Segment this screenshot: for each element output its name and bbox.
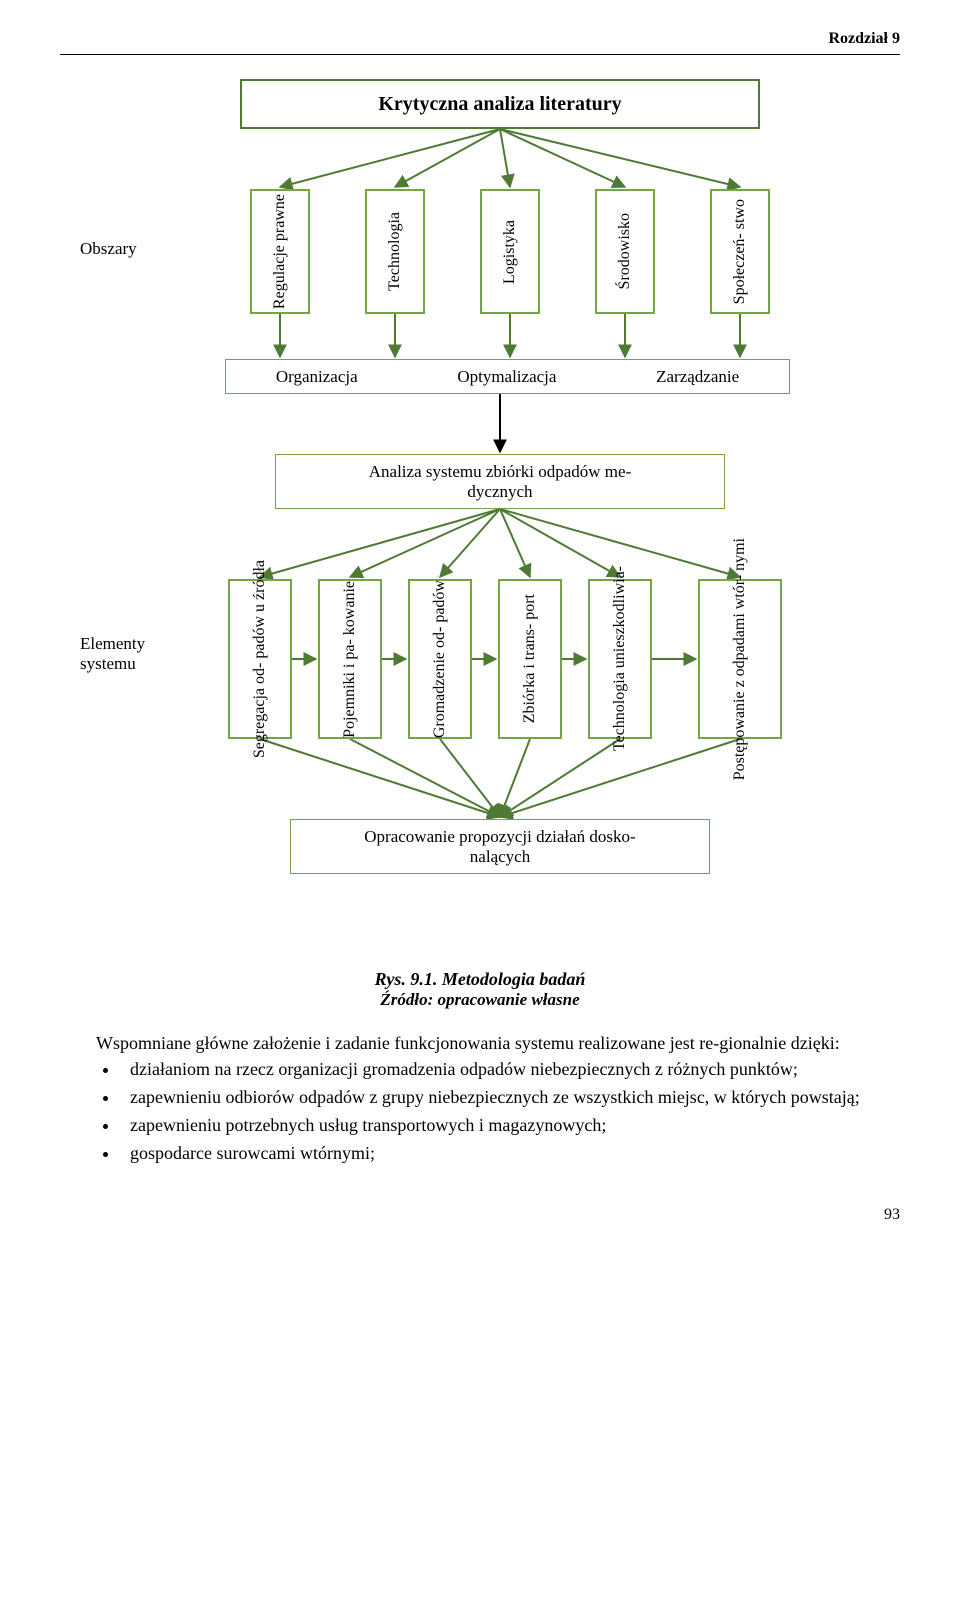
element-box: Zbiórka i trans- port xyxy=(498,579,562,739)
area-text: Społeczeń- stwo xyxy=(730,199,751,304)
list-item: zapewnieniu odbiorów odpadów z grupy nie… xyxy=(120,1084,900,1110)
element-box: Technologia unieszkodliwia- xyxy=(588,579,652,739)
mid-item: Organizacja xyxy=(276,367,358,387)
element-box: Gromadzenie od- padów xyxy=(408,579,472,739)
element-box: Postępowanie z odpadami wtór- nymi xyxy=(698,579,782,739)
element-text: Technologia unieszkodliwia- xyxy=(610,566,631,751)
list-item: zapewnieniu potrzebnych usług transporto… xyxy=(120,1112,900,1138)
analysis-box: Analiza systemu zbiórki odpadów me- dycz… xyxy=(275,454,725,509)
figure-caption: Rys. 9.1. Metodologia badań xyxy=(60,969,900,990)
area-box: Regulacje prawne xyxy=(250,189,310,314)
figure-source: Źródło: opracowanie własne xyxy=(60,990,900,1010)
element-text: Segregacja od- padów u źródła xyxy=(250,560,271,758)
diagram: Krytyczna analiza literatury Obszary Reg… xyxy=(60,59,900,959)
element-text: Zbiórka i trans- port xyxy=(520,594,541,723)
mid-item: Optymalizacja xyxy=(457,367,556,387)
element-text: Gromadzenie od- padów xyxy=(430,580,451,738)
area-box: Społeczeń- stwo xyxy=(710,189,770,314)
area-box: Technologia xyxy=(365,189,425,314)
result-box: Opracowanie propozycji działań dosko- na… xyxy=(290,819,710,874)
body-list: działaniom na rzecz organizacji gromadze… xyxy=(60,1056,900,1166)
page-number: 93 xyxy=(60,1206,900,1224)
area-text: Regulacje prawne xyxy=(270,194,291,309)
chapter-header: Rozdział 9 xyxy=(60,30,900,48)
area-text: Środowisko xyxy=(615,213,636,289)
area-box: Środowisko xyxy=(595,189,655,314)
area-text: Technologia xyxy=(385,212,406,291)
element-text: Pojemniki i pa- kowanie xyxy=(340,581,361,738)
mid-wide-box: Organizacja Optymalizacja Zarządzanie xyxy=(225,359,790,394)
areas-label: Obszary xyxy=(80,239,137,259)
list-item: gospodarce surowcami wtórnymi; xyxy=(120,1140,900,1166)
element-box: Pojemniki i pa- kowanie xyxy=(318,579,382,739)
mid-item: Zarządzanie xyxy=(656,367,739,387)
body-paragraph: Wspomniane główne założenie i zadanie fu… xyxy=(60,1030,900,1056)
header-rule xyxy=(60,54,900,55)
element-box: Segregacja od- padów u źródła xyxy=(228,579,292,739)
title-box: Krytyczna analiza literatury xyxy=(240,79,760,129)
area-box: Logistyka xyxy=(480,189,540,314)
elements-label: Elementy systemu xyxy=(80,634,180,674)
list-item: działaniom na rzecz organizacji gromadze… xyxy=(120,1056,900,1082)
area-text: Logistyka xyxy=(500,220,521,284)
element-text: Postępowanie z odpadami wtór- nymi xyxy=(730,538,751,780)
